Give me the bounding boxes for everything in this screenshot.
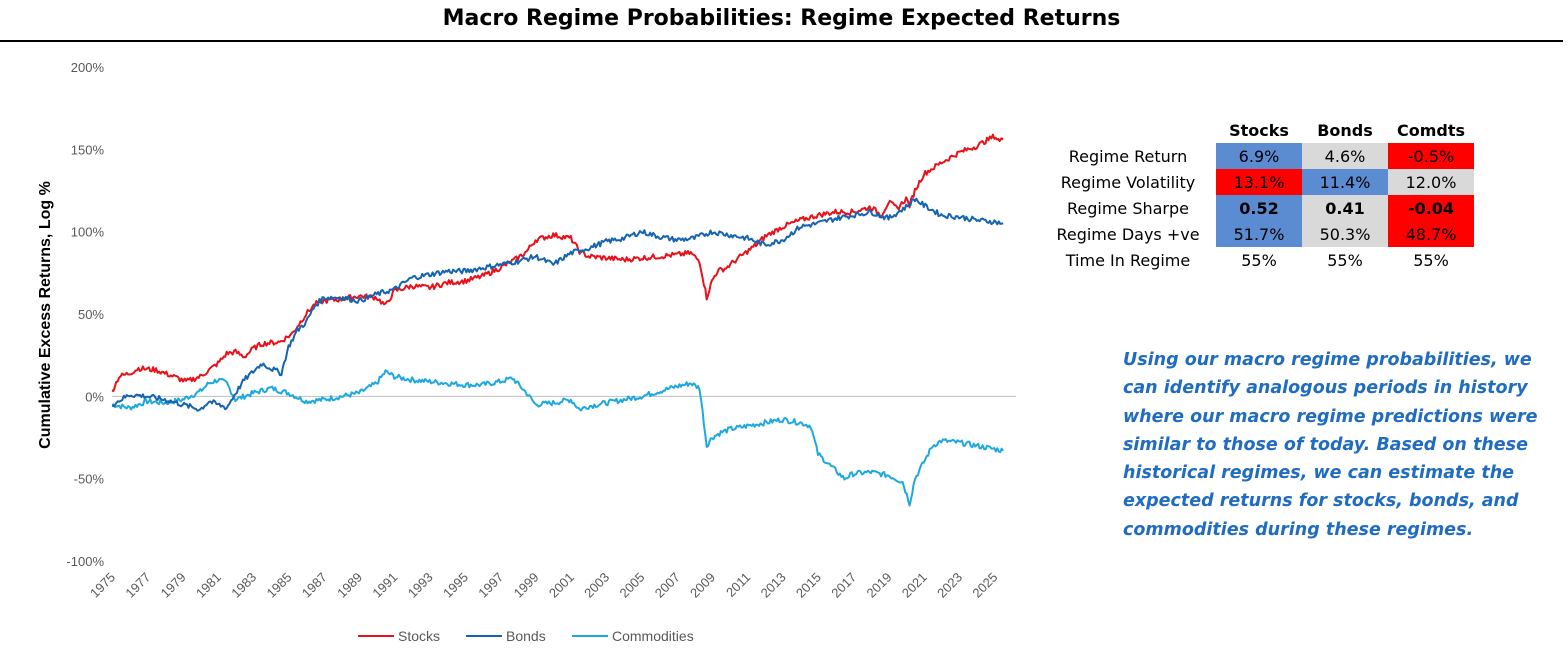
cell-stocks-days-positive: 51.7% bbox=[1216, 221, 1302, 247]
title-divider bbox=[0, 40, 1563, 42]
cell-bonds-sharpe: 0.41 bbox=[1302, 195, 1388, 221]
table-row: Regime Sharpe 0.52 0.41 -0.04 bbox=[1040, 195, 1474, 221]
commentary-text: Using our macro regime probabilities, we… bbox=[1123, 350, 1538, 540]
line-chart: -100%-50%0%50%100%150%200% 1975 1977 1979 1… bbox=[37, 60, 1016, 644]
table-corner bbox=[1040, 118, 1216, 143]
x-tick-label: 2013 bbox=[758, 570, 789, 601]
x-tick-label: 1995 bbox=[440, 570, 471, 601]
x-tick-label: 1985 bbox=[264, 570, 295, 601]
cell-stocks-volatility: 13.1% bbox=[1216, 169, 1302, 195]
x-tick-label: 2025 bbox=[969, 570, 1000, 601]
x-tick-label: 2001 bbox=[546, 570, 577, 601]
x-tick-label: 1989 bbox=[334, 570, 365, 601]
x-tick-label: 2011 bbox=[723, 570, 753, 600]
x-tick-label: 1981 bbox=[193, 570, 224, 601]
y-axis-label: Cumulative Excess Returns, Log % bbox=[37, 181, 54, 449]
cell-bonds-return: 4.6% bbox=[1302, 143, 1388, 169]
cell-comdts-sharpe: -0.04 bbox=[1388, 195, 1474, 221]
x-tick-label: 2005 bbox=[616, 570, 647, 601]
y-axis-ticks: -100% -50% 0% 50% 100% 150% 200% bbox=[66, 60, 104, 569]
x-tick-label: 1999 bbox=[511, 570, 542, 601]
y-tick-label: 0% bbox=[85, 389, 104, 404]
y-tick-label: 50% bbox=[78, 307, 104, 322]
column-header-stocks: Stocks bbox=[1229, 121, 1289, 140]
legend-label-stocks: Stocks bbox=[398, 628, 440, 644]
table-row: Regime Volatility 13.1% 11.4% 12.0% bbox=[1040, 169, 1474, 195]
cell-bonds-volatility: 11.4% bbox=[1302, 169, 1388, 195]
cell-comdts-days-positive: 48.7% bbox=[1388, 221, 1474, 247]
column-header-bonds: Bonds bbox=[1317, 121, 1373, 140]
cell-stocks-time-in-regime: 55% bbox=[1241, 250, 1277, 270]
cell-comdts-return: -0.5% bbox=[1388, 143, 1474, 169]
x-tick-label: 1993 bbox=[405, 570, 436, 601]
row-label-regime-sharpe: Regime Sharpe bbox=[1066, 198, 1190, 218]
column-header-comdts: Comdts bbox=[1396, 121, 1466, 140]
series-line-bonds bbox=[111, 197, 1004, 412]
row-label-regime-volatility: Regime Volatility bbox=[1060, 172, 1196, 192]
chart-legend: Stocks Bonds Commodities bbox=[358, 628, 694, 644]
x-tick-label: 2015 bbox=[793, 570, 824, 601]
x-tick-label: 2003 bbox=[581, 570, 612, 601]
y-tick-label: 200% bbox=[71, 60, 105, 75]
table-header-row: Stocks Bonds Comdts bbox=[1040, 118, 1474, 143]
x-tick-label: 2007 bbox=[652, 570, 683, 601]
legend-label-bonds: Bonds bbox=[506, 628, 546, 644]
row-label-time-in-regime: Time In Regime bbox=[1065, 250, 1191, 270]
cell-bonds-days-positive: 50.3% bbox=[1302, 221, 1388, 247]
cell-bonds-time-in-regime: 55% bbox=[1327, 250, 1363, 270]
legend-label-commodities: Commodities bbox=[612, 628, 694, 644]
x-tick-label: 1991 bbox=[369, 570, 400, 601]
series-lines bbox=[111, 133, 1005, 507]
x-tick-label: 2009 bbox=[687, 570, 718, 601]
x-axis-ticks: 1975 1977 1979 1981 1983 1985 1987 1989 1991 1993… bbox=[87, 570, 1000, 601]
x-tick-label: 1975 bbox=[87, 570, 118, 601]
x-tick-label: 1979 bbox=[158, 570, 189, 601]
x-tick-label: 1997 bbox=[475, 570, 506, 601]
y-tick-label: -100% bbox=[66, 554, 104, 569]
cell-comdts-time-in-regime: 55% bbox=[1413, 250, 1449, 270]
cell-stocks-return: 6.9% bbox=[1216, 143, 1302, 169]
y-tick-label: -50% bbox=[74, 472, 105, 487]
row-label-regime-days-positive: Regime Days +ve bbox=[1056, 224, 1200, 244]
x-tick-label: 2017 bbox=[828, 570, 859, 601]
row-label-regime-return: Regime Return bbox=[1068, 146, 1188, 166]
table-row: Regime Return 6.9% 4.6% -0.5% bbox=[1040, 143, 1474, 169]
series-line-commodities bbox=[111, 369, 1005, 507]
x-tick-label: 1987 bbox=[299, 570, 330, 601]
y-tick-label: 100% bbox=[71, 225, 105, 240]
table-row: Regime Days +ve 51.7% 50.3% 48.7% bbox=[1040, 221, 1474, 247]
cell-comdts-volatility: 12.0% bbox=[1388, 169, 1474, 195]
x-tick-label: 2019 bbox=[864, 570, 895, 601]
x-tick-label: 2023 bbox=[934, 570, 965, 601]
x-tick-label: 1983 bbox=[228, 570, 259, 601]
x-tick-label: 2021 bbox=[899, 570, 930, 601]
regime-stats-table: Stocks Bonds Comdts Regime Return 6.9% 4… bbox=[1040, 118, 1474, 273]
table-row: Time In Regime 55% 55% 55% bbox=[1040, 247, 1474, 273]
page-title: Macro Regime Probabilities: Regime Expec… bbox=[442, 6, 1121, 31]
x-tick-label: 1977 bbox=[122, 570, 153, 601]
y-tick-label: 150% bbox=[71, 142, 105, 157]
series-line-stocks bbox=[111, 133, 1004, 392]
cell-stocks-sharpe: 0.52 bbox=[1216, 195, 1302, 221]
